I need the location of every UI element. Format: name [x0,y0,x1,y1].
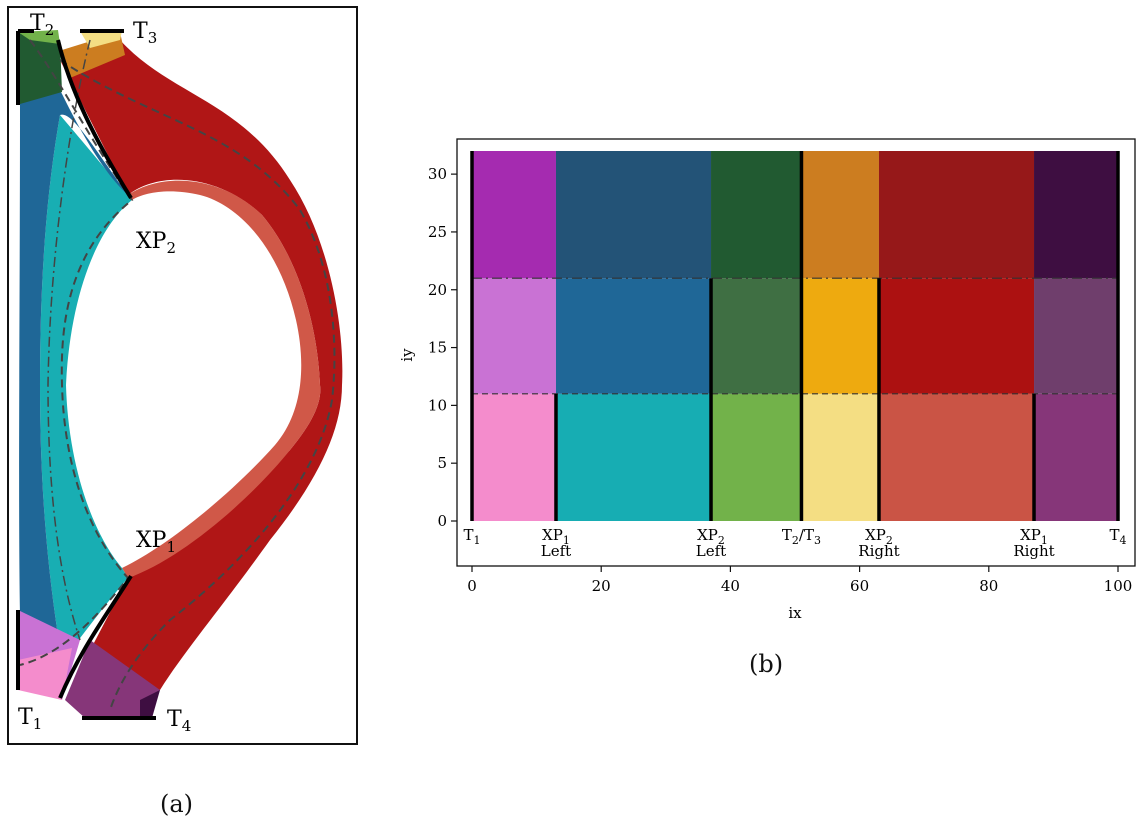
label-t4: T4 [167,707,191,735]
y-tick-label: 5 [437,454,447,472]
label-xp1: XP1 [136,528,176,556]
heatmap-cell [1034,278,1118,394]
region-boundary-label: T4 [1109,526,1126,547]
heatmap-cell [555,393,712,521]
panel-a-geometry: T2 T3 XP2 XP1 T1 T4 [7,6,358,745]
xp1-cut-line [58,574,133,699]
y-tick-label: 30 [428,165,447,183]
x-tick-label: 100 [1104,577,1133,595]
region-boundary-label: XP1 [1020,526,1048,547]
heatmap-cell [711,278,802,394]
region-boundary-label: T1 [463,526,480,547]
heatmap-cell [711,151,802,279]
heatmap-cell [472,393,556,521]
y-tick-label: 10 [428,396,447,414]
region-t3-tip [80,31,122,48]
label-t1: T1 [18,705,42,733]
region-boundary-side-label: Left [696,542,726,560]
region-outer-divertor-lower [65,640,160,718]
heatmap-cell [1034,393,1118,521]
heatmap-cell [878,151,1035,279]
xp2-cut-line [56,39,133,200]
caption-a: (a) [160,790,194,818]
label-xp2: XP2 [136,229,176,257]
heatmap-cell [801,278,879,394]
region-boundary-side-label: Right [858,542,899,560]
heatmap-cell [801,151,879,279]
caption-b: (b) [749,650,784,678]
y-tick-label: 20 [428,281,447,299]
heatmap-cell [472,278,556,394]
heatmap-cell [711,393,802,521]
region-t2-tip [18,30,60,44]
x-axis-label: ix [788,604,802,622]
label-t2: T2 [30,11,54,39]
region-outer-core-edge [122,180,321,579]
chart-b-frame [456,138,1136,567]
flux-surface-dashdot [47,39,91,641]
region-boundary-label: T2/T3 [782,526,821,547]
heatmap-cell [878,278,1035,394]
x-tick-label: 0 [467,577,477,595]
heatmap-cell [1034,151,1118,279]
y-tick-label: 15 [428,339,447,357]
panel-a-frame [7,6,358,745]
heatmap-cell [555,278,712,394]
region-boundary-label: XP1 [542,526,570,547]
heatmap-cell [801,393,879,521]
region-outer-sol-lower [85,385,342,690]
y-tick-label: 0 [437,512,447,530]
x-tick-label: 20 [592,577,611,595]
region-inner-sol [19,90,128,660]
region-outer-sol-upper [60,40,343,385]
region-boundary-side-label: Left [541,542,571,560]
region-boundary-label: XP2 [865,526,893,547]
x-tick-label: 40 [721,577,740,595]
region-boundary-label: XP2 [697,526,725,547]
heatmap-cell [878,393,1035,521]
x-tick-label: 60 [850,577,869,595]
region-inner-divertor-upper [18,32,62,104]
region-inner-core-edge [40,115,132,660]
heatmap-cell [472,151,556,279]
y-tick-label: 25 [428,223,447,241]
heatmap-cell [555,151,712,279]
label-t3: T3 [133,19,157,47]
y-axis-label: iy [398,348,416,362]
region-t4-tip [140,690,160,718]
region-boundary-side-label: Right [1013,542,1054,560]
region-outer-divertor-upper [62,32,125,78]
separatrix-dashed [19,39,134,666]
x-tick-label: 80 [979,577,998,595]
flux-surface-dashed-outer [59,59,336,711]
